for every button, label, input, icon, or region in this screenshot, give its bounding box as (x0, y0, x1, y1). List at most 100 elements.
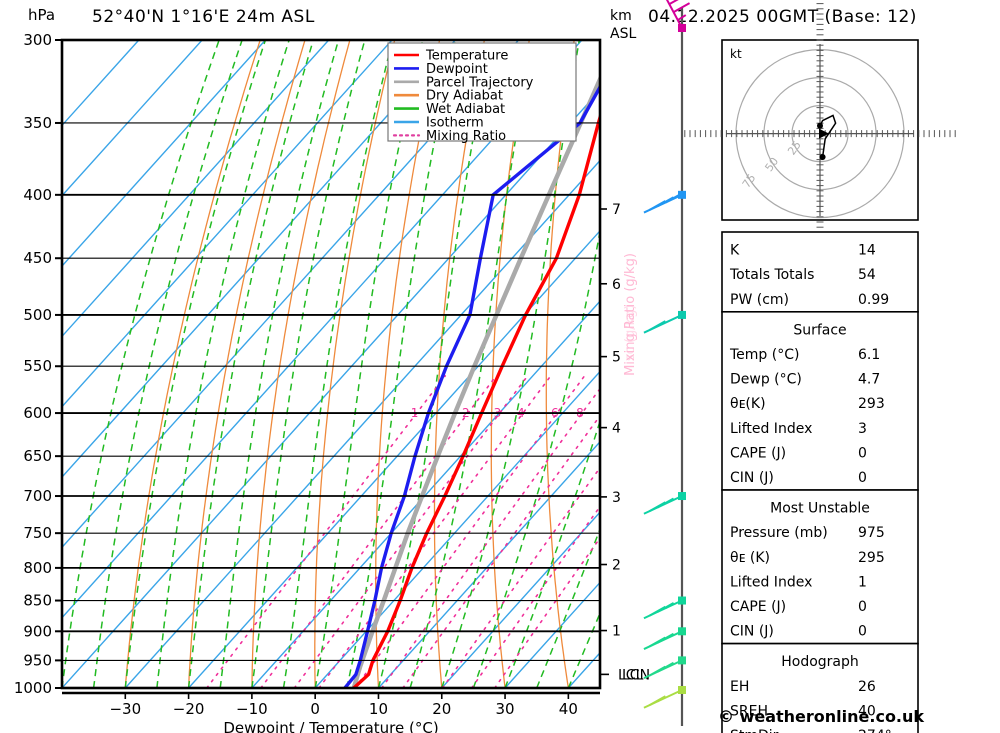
wind-barb-feather (648, 320, 666, 332)
table-row-label: Pressure (mb) (730, 525, 828, 541)
km-unit-label-2: ASL (610, 26, 636, 42)
lcl-label: LCL (618, 667, 644, 683)
pressure-tick-label-600: 600 (23, 404, 52, 422)
legend-box (387, 42, 577, 142)
hodograph-endpoint-0 (819, 154, 826, 160)
mixing-ratio-line (318, 375, 552, 688)
pressure-tick-label-700: 700 (23, 487, 52, 505)
wind-barb-feather (657, 497, 675, 509)
table-title-hodograph: Hodograph (781, 654, 859, 670)
table-row-value: 0 (858, 445, 867, 461)
wind-barb-staff-300 (665, 0, 683, 29)
temp-tick-label--30: −30 (109, 700, 141, 718)
legend-label-wet-adiabat: Wet Adiabat (426, 102, 505, 117)
isotherm-line (188, 229, 600, 688)
table-title-surface: Surface (793, 322, 846, 338)
pressure-tick-label-1000: 1000 (14, 679, 52, 697)
legend-label-mixing-ratio: Mixing Ratio (426, 129, 506, 144)
pressure-unit-label: hPa (28, 6, 55, 24)
legend-label-temperature: Temperature (425, 49, 508, 64)
km-tick-label-2: 2 (612, 558, 621, 574)
wind-barb-half-feather (677, 14, 687, 21)
wet-adiabat-line (62, 40, 220, 688)
mixing-ratio-line (402, 414, 600, 688)
pressure-tick-label-450: 450 (23, 249, 52, 267)
km-tick-label-6: 6 (612, 277, 621, 293)
mixing-ratio-line (470, 505, 600, 688)
km-tick-label-1: 1 (612, 624, 621, 640)
datetime-title: 04.12.2025 00GMT (Base: 12) (648, 7, 917, 27)
isotherm-line (62, 40, 140, 127)
dry-adiabat-line (124, 40, 261, 688)
table-row-label: SREH (730, 703, 768, 719)
wet-adiabat-line (536, 527, 600, 688)
temp-tick-label--10: −10 (236, 700, 268, 718)
table-row-value: 0 (858, 599, 867, 615)
series-dewpoint (343, 83, 600, 688)
table-row-value: 295 (858, 550, 885, 566)
temp-tick-label-0: 0 (310, 700, 320, 718)
table-row-label: CIN (J) (730, 624, 774, 640)
wind-barb-feather (665, 192, 683, 204)
table-hodograph (721, 642, 919, 733)
hodograph-endpoint-1 (817, 122, 823, 129)
plot-frame: 3003504004505005506006507007508008509009… (14, 6, 650, 733)
table-row-label: StmDir (730, 728, 779, 733)
km-tick-label-3: 3 (612, 490, 621, 506)
pressure-tick-label-300: 300 (23, 31, 52, 49)
isotherm-line (124, 159, 600, 688)
pressure-tick-label-650: 650 (23, 447, 52, 465)
isotherm-line (314, 370, 600, 688)
isotherm-line (251, 300, 600, 688)
isotherm-line (62, 40, 393, 408)
table-row-label: θᴇ(K) (730, 396, 766, 412)
temp-tick-label--20: −20 (173, 700, 205, 718)
wind-barb-column (643, 0, 691, 726)
km-tick-label-7: 7 (612, 202, 621, 218)
table-row-label: CAPE (J) (730, 599, 786, 615)
legend-label-parcel-trajectory: Parcel Trajectory (426, 75, 534, 90)
table-row-label: PW (cm) (730, 292, 789, 308)
table-row-value: 1 (858, 574, 867, 590)
wet-adiabat-line (251, 40, 366, 688)
table-row-label: Lifted Index (730, 574, 812, 590)
mixing-ratio-line (206, 375, 446, 688)
table-row-value: 54 (858, 267, 876, 283)
pressure-tick-label-900: 900 (23, 622, 52, 640)
table-row-value: 0 (858, 470, 867, 486)
pressure-tick-label-550: 550 (23, 357, 52, 375)
mixing-ratio-line (354, 375, 586, 688)
table-row-value: 0.99 (858, 292, 889, 308)
pressure-tick-label-500: 500 (23, 306, 52, 324)
table-row-value: 293 (858, 396, 885, 412)
temp-tick-label-10: 10 (369, 700, 388, 718)
wind-barb-feather (668, 0, 679, 6)
pressure-tick-label-850: 850 (23, 592, 52, 610)
mixing-ratio-line (494, 536, 600, 688)
isotherm-line (62, 40, 266, 268)
table-row-label: CIN (J) (730, 470, 774, 486)
table-row-value: 6.1 (858, 347, 880, 363)
table-row-value: 0 (858, 624, 867, 640)
pressure-tick-label-400: 400 (23, 186, 52, 204)
table-title-most-unstable: Most Unstable (770, 501, 870, 517)
dry-adiabat-line (251, 40, 351, 688)
legend-label-isotherm: Isotherm (426, 116, 484, 131)
statistics-panel: K 14 Totals Totals 54 PW (cm) 0.99 Surface Temp… (721, 231, 919, 733)
dry-adiabat-line (933, 40, 1000, 688)
isotherm-line (62, 40, 583, 619)
km-tick-label-5: 5 (612, 350, 621, 366)
km-unit-label-1: km (610, 8, 632, 24)
copyright-label: © weatheronline.co.uk (718, 707, 924, 726)
temp-tick-label-30: 30 (496, 700, 515, 718)
temp-tick-label-40: 40 (559, 700, 578, 718)
table-row-value: 14 (858, 243, 876, 259)
table-row-label: Totals Totals (729, 267, 814, 283)
legend-label-dewpoint: Dewpoint (426, 62, 488, 77)
wind-barb-half-feather (665, 602, 675, 609)
pressure-tick-label-950: 950 (23, 651, 52, 669)
isotherm-line (62, 40, 203, 197)
km-tick-label-4: 4 (612, 421, 621, 437)
misc-axis-label: Misc (g/kg) (623, 304, 638, 375)
